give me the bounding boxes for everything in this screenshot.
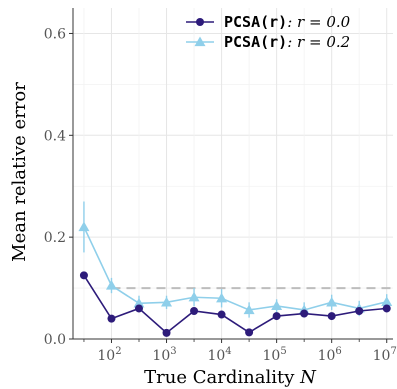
x-axis-title-text: True Cardinality	[144, 367, 300, 388]
x-axis-title-var: N	[299, 367, 317, 388]
x-tick-label: 105	[263, 346, 287, 364]
data-point	[107, 314, 116, 323]
data-point	[381, 296, 393, 306]
data-point	[79, 271, 88, 280]
data-point	[355, 306, 364, 315]
legend-label: PCSA(r): r = 0.2	[224, 33, 350, 51]
legend-swatch-marker	[194, 36, 206, 47]
y-axis-title: Mean relative error	[9, 82, 30, 262]
data-point	[243, 304, 255, 315]
data-point	[272, 312, 281, 321]
data-point	[78, 221, 90, 232]
x-axis-ticks: 102 103 104 105 106 107	[83, 339, 397, 364]
data-point	[245, 328, 254, 337]
data-point	[216, 292, 228, 303]
legend-label: PCSA(r): r = 0.0	[224, 13, 351, 31]
x-tick-label: 104	[207, 346, 231, 364]
y-tick-label: 0.4	[44, 128, 66, 144]
y-tick-label: 0.2	[44, 230, 66, 246]
legend: PCSA(r): r = 0.0 PCSA(r): r = 0.2	[186, 13, 351, 51]
legend-item: PCSA(r): r = 0.2	[186, 33, 350, 51]
x-tick-label: 106	[318, 346, 342, 364]
legend-swatch-marker	[196, 18, 204, 26]
data-point	[162, 328, 171, 337]
data-point	[300, 309, 309, 318]
y-tick-label: 0.6	[44, 26, 66, 42]
series-triangle	[78, 201, 393, 318]
data-point	[190, 306, 199, 315]
legend-item: PCSA(r): r = 0.0	[186, 13, 351, 31]
x-axis-title: True Cardinality N	[144, 367, 317, 388]
y-tick-label: 0.0	[44, 332, 66, 348]
series-line	[83, 274, 387, 334]
data-point	[161, 296, 173, 307]
data-point	[326, 296, 338, 307]
data-point	[134, 304, 143, 313]
series-line	[83, 226, 387, 311]
series-layer	[78, 201, 393, 337]
data-point	[105, 280, 117, 290]
data-point	[382, 304, 391, 313]
y-axis-ticks: 0.0 0.2 0.4 0.6	[44, 26, 73, 348]
x-tick-label: 103	[152, 346, 176, 364]
data-point	[217, 310, 226, 319]
axes	[72, 8, 393, 340]
series-circle	[79, 271, 391, 337]
data-point	[271, 300, 283, 311]
x-tick-label: 107	[373, 346, 397, 364]
data-point	[327, 312, 336, 321]
grid-lines	[73, 8, 393, 340]
data-point	[133, 297, 145, 308]
x-tick-label: 102	[97, 346, 121, 364]
data-point	[188, 291, 200, 302]
